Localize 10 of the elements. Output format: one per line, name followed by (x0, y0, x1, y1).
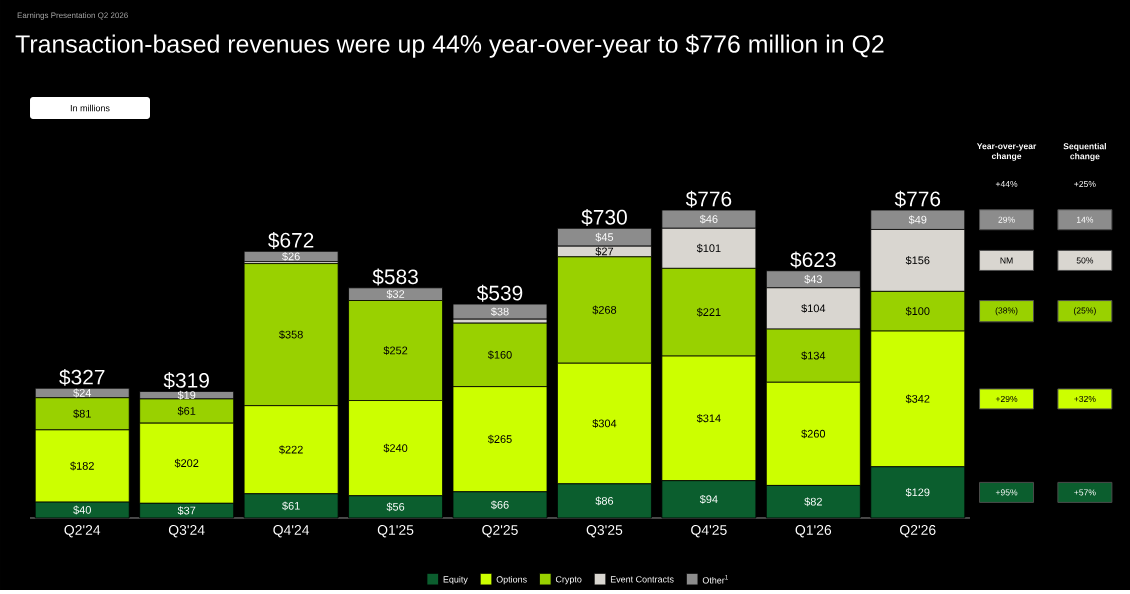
total-label: $730 (581, 208, 627, 226)
total-label: $319 (163, 371, 209, 389)
total-label: $583 (372, 268, 418, 286)
total-label: $539 (476, 284, 523, 302)
total-label: $623 (790, 251, 836, 269)
total-label: $776 (685, 190, 732, 208)
total-label: $672 (268, 231, 314, 249)
total-label: $327 (59, 368, 105, 386)
chart-title: Transaction-based revenues were up 44% year-over-year to $776 million in Q2 (15, 34, 884, 58)
total-label: $776 (894, 190, 941, 208)
